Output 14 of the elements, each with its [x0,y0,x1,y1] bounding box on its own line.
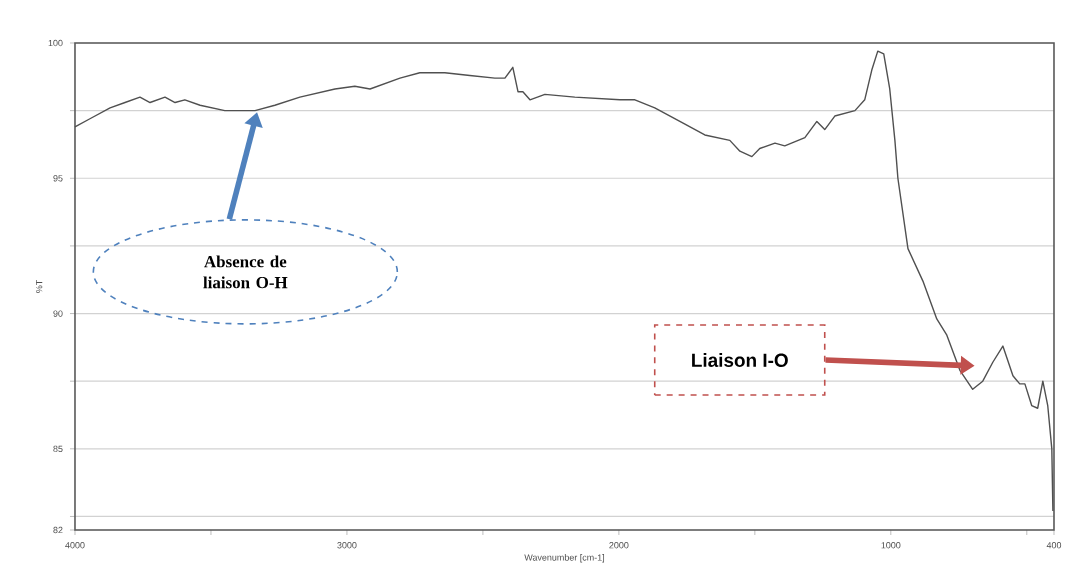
y-tick-label: 95 [53,175,63,182]
y-tick-label: 100 [48,39,63,47]
y-tick-label: 82 [53,526,63,534]
annotation: Absence de liaison O-H [203,255,288,289]
annotation: Liaison I-O [692,353,788,367]
x-tick-label: 400 [1046,542,1062,549]
x-tick-label: 3000 [337,542,357,549]
y-tick-label: 90 [53,310,63,317]
x-tick-label: 1000 [881,542,901,549]
x-tick-label: 2000 [609,542,629,549]
x-tick-label: 4000 [65,542,85,549]
y-tick-label: 85 [53,445,63,453]
y-axis-title: %T [36,279,43,293]
x-axis-title: Wavenumber [cm-1] [524,554,605,563]
